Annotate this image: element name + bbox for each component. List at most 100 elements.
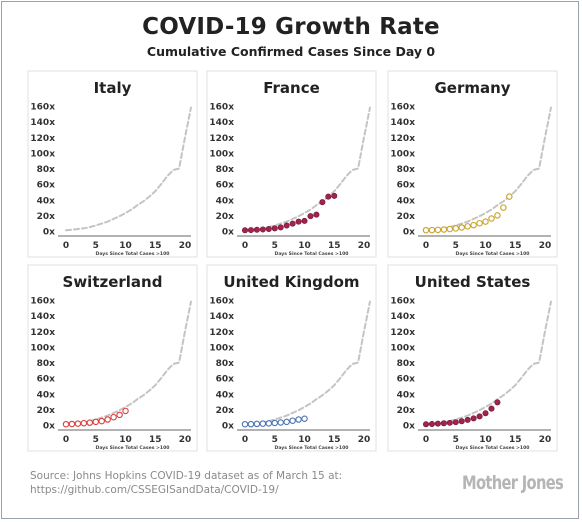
- data-point-france: [283, 222, 290, 229]
- y-tick-label: 160x: [209, 297, 234, 307]
- page-subtitle: Cumulative Confirmed Cases Since Day 0: [146, 44, 436, 59]
- x-axis-caption: Days Since Total Cases >100: [275, 251, 349, 257]
- y-tick-label: 140x: [209, 312, 234, 322]
- reference-growth-line: [425, 300, 552, 426]
- data-point-switzerland: [80, 419, 88, 427]
- data-point-france: [242, 227, 249, 234]
- y-tick-label: 120x: [30, 134, 55, 144]
- data-point-france: [313, 211, 320, 218]
- x-tick-label: 15: [149, 435, 162, 445]
- data-point-france: [289, 220, 296, 227]
- y-tick-label: 20x: [216, 406, 235, 416]
- x-tick-label: 15: [149, 241, 162, 251]
- y-tick-label: 80x: [397, 165, 416, 175]
- data-point-switzerland: [86, 419, 94, 426]
- y-tick-label: 160x: [30, 297, 55, 307]
- y-tick-label: 80x: [37, 165, 56, 175]
- y-tick-label: 120x: [209, 134, 234, 144]
- x-tick-label: 20: [358, 435, 371, 445]
- data-point-united-kingdom: [277, 419, 284, 426]
- data-point-switzerland: [110, 413, 117, 421]
- x-tick-label: 20: [358, 241, 371, 251]
- data-point-united-states: [494, 399, 501, 406]
- data-point-united-states: [488, 405, 495, 412]
- data-point-france: [319, 199, 326, 206]
- y-tick-label: 160x: [30, 103, 55, 113]
- x-tick-label: 0: [242, 435, 248, 445]
- data-point-germany: [458, 224, 465, 231]
- y-tick-label: 60x: [216, 375, 235, 385]
- x-tick-label: 10: [119, 435, 132, 445]
- y-tick-label: 20x: [397, 212, 416, 222]
- data-point-switzerland: [92, 418, 100, 426]
- x-axis-caption: Days Since Total Cases >100: [96, 445, 170, 451]
- y-tick-label: 0x: [43, 422, 55, 432]
- data-point-united-states: [464, 416, 471, 423]
- source-note: Source: Johns Hopkins COVID-19 dataset a…: [30, 469, 342, 497]
- data-point-united-states: [458, 418, 465, 425]
- y-tick-label: 160x: [209, 103, 234, 113]
- x-tick-label: 10: [479, 435, 492, 445]
- data-point-germany: [446, 225, 454, 233]
- panel-france: France 0x 20x 40x 60x 80x 100x 120x 140x 160x 0 5 10…: [206, 70, 377, 258]
- data-point-germany: [494, 212, 501, 219]
- panel-united-states: United States 0x 20x 40x 60x 80x 100x 120x 140x 1…: [387, 264, 558, 452]
- panel-switzerland: Switzerland 0x 20x 40x 60x 80x 100x 120x 140x 160…: [27, 264, 198, 452]
- data-point-germany: [434, 226, 442, 234]
- x-tick-label: 20: [539, 241, 552, 251]
- source-line-2: https://github.com/CSSEGISandData/COVID-…: [30, 484, 279, 496]
- x-axis-caption: Days Since Total Cases >100: [456, 445, 530, 451]
- x-tick-label: 10: [479, 241, 492, 251]
- source-line-1: Source: Johns Hopkins COVID-19 dataset a…: [30, 470, 343, 482]
- y-tick-label: 100x: [390, 149, 415, 159]
- data-point-united-kingdom: [283, 418, 290, 426]
- panel-background: [27, 70, 198, 258]
- data-point-united-kingdom: [247, 420, 255, 428]
- data-point-france: [307, 213, 314, 220]
- data-point-france: [259, 226, 266, 233]
- panel-title: United Kingdom: [223, 273, 359, 291]
- y-tick-label: 0x: [403, 228, 415, 238]
- y-tick-label: 160x: [390, 103, 415, 113]
- y-tick-label: 20x: [37, 212, 56, 222]
- y-tick-label: 60x: [397, 375, 416, 385]
- y-tick-label: 120x: [209, 328, 234, 338]
- panel-united-kingdom: United Kingdom 0x 20x 40x 60x 80x 100x 120x 140x…: [206, 264, 377, 452]
- data-point-united-kingdom: [259, 420, 267, 427]
- x-tick-label: 10: [119, 241, 132, 251]
- data-point-france: [301, 217, 308, 224]
- y-tick-label: 100x: [390, 343, 415, 353]
- x-tick-label: 15: [328, 241, 341, 251]
- y-tick-label: 100x: [209, 149, 234, 159]
- data-point-switzerland: [122, 407, 129, 415]
- panel-germany: Germany 0x 20x 40x 60x 80x 100x 120x 140x 160x 0 5 1…: [387, 70, 558, 258]
- data-point-germany: [470, 221, 477, 229]
- y-tick-label: 160x: [390, 297, 415, 307]
- x-tick-label: 5: [93, 241, 99, 251]
- x-tick-label: 15: [328, 435, 341, 445]
- x-tick-label: 15: [509, 435, 522, 445]
- panel-title: Italy: [94, 79, 132, 97]
- data-point-united-states: [434, 420, 441, 427]
- data-point-france: [247, 227, 254, 234]
- x-tick-label: 5: [453, 241, 459, 251]
- y-tick-label: 140x: [30, 118, 55, 128]
- data-point-united-states: [482, 410, 489, 417]
- x-tick-label: 15: [509, 241, 522, 251]
- data-point-france: [277, 224, 284, 231]
- data-point-united-kingdom: [241, 420, 249, 428]
- y-tick-label: 0x: [222, 228, 234, 238]
- panel-title: Germany: [434, 79, 510, 97]
- x-tick-label: 0: [242, 241, 248, 251]
- x-axis-caption: Days Since Total Cases >100: [275, 445, 349, 451]
- y-tick-label: 60x: [37, 375, 56, 385]
- data-point-united-states: [446, 419, 453, 426]
- y-tick-label: 120x: [390, 134, 415, 144]
- y-tick-label: 80x: [216, 359, 235, 369]
- y-tick-label: 40x: [397, 390, 416, 400]
- data-point-germany: [422, 226, 430, 234]
- data-point-switzerland: [98, 417, 105, 425]
- y-tick-label: 140x: [30, 312, 55, 322]
- data-point-united-states: [476, 413, 483, 420]
